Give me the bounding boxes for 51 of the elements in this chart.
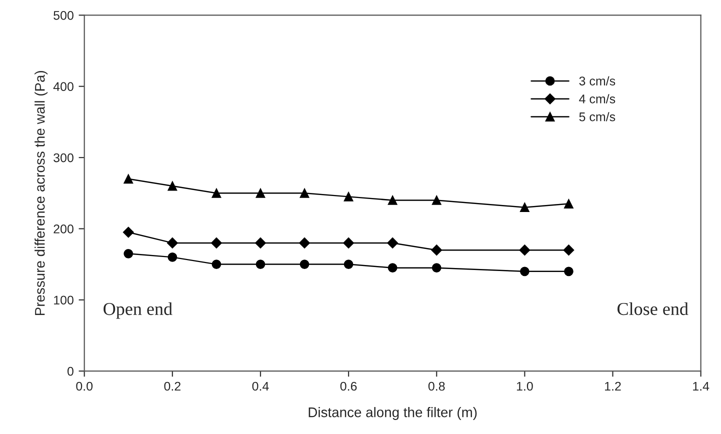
y-tick-label: 0 <box>67 366 74 376</box>
x-tick-label: 1.0 <box>516 382 533 391</box>
x-tick-label: 0.0 <box>76 382 93 391</box>
point <box>388 263 398 273</box>
x-tick-label: 0.4 <box>252 382 269 391</box>
legend-label: 3 cm/s <box>579 76 616 86</box>
point <box>387 238 398 248</box>
point <box>256 188 266 198</box>
x-axis-title: Distance along the filter (m) <box>308 407 477 420</box>
point <box>564 266 574 276</box>
point <box>168 252 178 262</box>
point <box>344 260 354 269</box>
point <box>432 196 442 205</box>
point <box>344 192 354 202</box>
point <box>388 196 398 205</box>
x-tick-label: 0.2 <box>164 382 180 391</box>
y-axis-title: Pressure difference across the wall (Pa) <box>34 70 48 315</box>
point <box>432 263 442 273</box>
y-tick-label: 400 <box>53 82 74 92</box>
x-tick-label: 0.8 <box>428 382 445 391</box>
point <box>520 202 530 212</box>
point <box>211 238 222 248</box>
point <box>212 188 222 198</box>
point <box>166 238 178 248</box>
point <box>300 188 310 198</box>
y-tick-label: 100 <box>54 296 74 305</box>
point <box>124 174 134 184</box>
point <box>299 238 310 248</box>
point <box>431 244 442 256</box>
legend-label: 5 cm/s <box>579 112 616 122</box>
point <box>168 181 178 191</box>
point <box>255 238 266 248</box>
y-tick-label: 500 <box>54 10 74 20</box>
x-tick-label: 1.2 <box>605 382 621 391</box>
legend-label: 4 cm/s <box>579 94 616 104</box>
annotation: Close end <box>618 302 688 316</box>
point <box>519 244 530 256</box>
point <box>564 199 574 208</box>
point <box>124 248 134 258</box>
point <box>256 260 266 269</box>
annotation: Open end <box>104 302 172 319</box>
y-tick-label: 300 <box>54 153 74 162</box>
y-tick-label: 200 <box>54 224 74 234</box>
x-tick-label: 1.4 <box>693 382 710 391</box>
point <box>520 266 530 276</box>
x-tick-label: 0.6 <box>340 382 357 391</box>
point <box>563 244 574 256</box>
point <box>212 260 222 269</box>
point <box>300 260 310 269</box>
point <box>343 238 354 248</box>
point <box>122 226 134 238</box>
